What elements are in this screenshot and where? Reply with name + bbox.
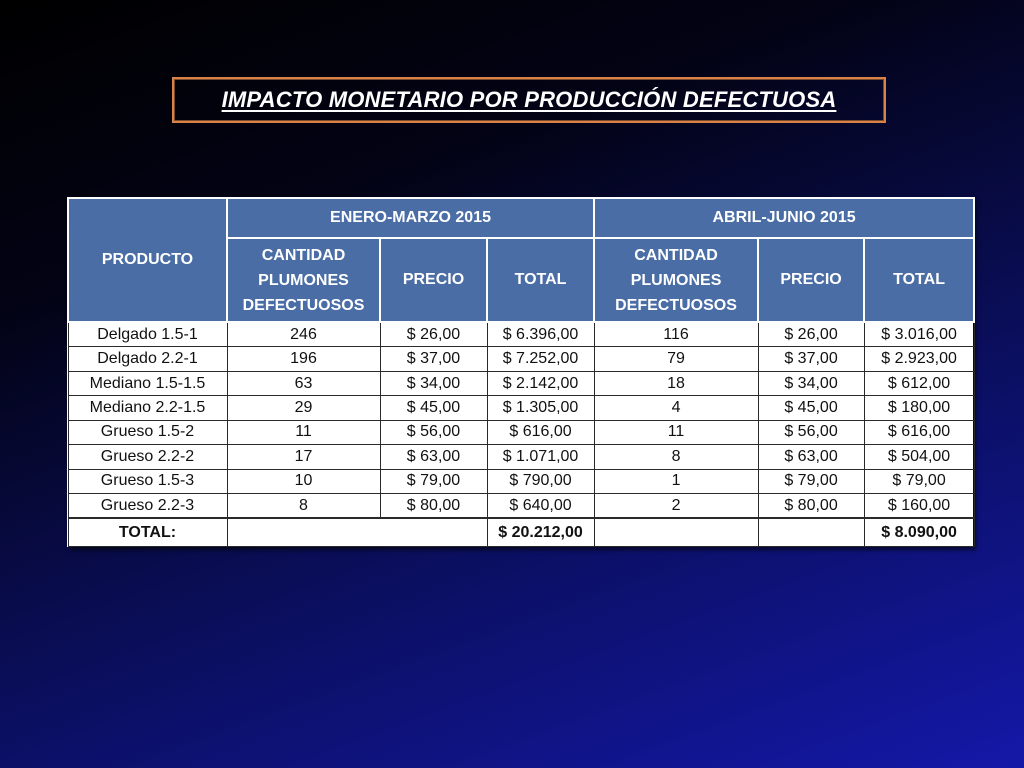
table-row: Grueso 2.2-3 8 $ 80,00 $ 640,00 2 $ 80,0… [67,492,975,519]
cell-q2-total: $ 504,00 [863,444,975,470]
totals-q1-empty [226,517,488,548]
header-producto: PRODUCTO [67,197,228,323]
cell-q1-total: $ 6.396,00 [486,321,595,348]
cell-q2-price: $ 80,00 [757,492,865,519]
cell-q1-total: $ 790,00 [486,468,595,494]
cell-q2-total: $ 180,00 [863,395,975,421]
cell-product: Delgado 2.2-1 [67,346,228,372]
header-q1-quantity-line3: DEFECTUOSOS [242,296,365,314]
cell-q1-qty: 10 [226,468,381,494]
cell-product: Grueso 1.5-2 [67,419,228,446]
cell-q1-qty: 11 [226,419,381,446]
cell-product: Grueso 1.5-3 [67,468,228,494]
cell-product: Delgado 1.5-1 [67,321,228,348]
table-row: Mediano 2.2-1.5 29 $ 45,00 $ 1.305,00 4 … [67,395,975,421]
cell-q2-price: $ 79,00 [757,468,865,494]
cell-q1-qty: 246 [226,321,381,348]
cell-q2-price: $ 37,00 [757,346,865,372]
cell-q2-total: $ 2.923,00 [863,346,975,372]
totals-q2-value: $ 8.090,00 [863,517,975,548]
cell-q2-price: $ 34,00 [757,370,865,397]
cell-q2-price: $ 63,00 [757,444,865,470]
cell-q1-qty: 63 [226,370,381,397]
cell-q1-total: $ 1.305,00 [486,395,595,421]
totals-q1-value: $ 20.212,00 [486,517,595,548]
cell-q1-qty: 17 [226,444,381,470]
table-row: Delgado 1.5-1 246 $ 26,00 $ 6.396,00 116… [67,321,975,348]
header-q1-quantity: CANTIDAD PLUMONES DEFECTUOSOS [226,237,381,323]
title-box: IMPACTO MONETARIO POR PRODUCCIÓN DEFECTU… [172,77,886,123]
cell-q2-qty: 8 [593,444,759,470]
cell-q1-qty: 8 [226,492,381,519]
cell-q1-price: $ 34,00 [379,370,488,397]
cell-q1-total: $ 7.252,00 [486,346,595,372]
defect-cost-table: PRODUCTO ENERO-MARZO 2015 ABRIL-JUNIO 20… [67,197,976,548]
totals-row: TOTAL: $ 20.212,00 $ 8.090,00 [67,517,975,548]
cell-q1-price: $ 45,00 [379,395,488,421]
header-q2-total: TOTAL [863,237,976,323]
totals-q2-empty-price [757,517,865,548]
data-table-container: PRODUCTO ENERO-MARZO 2015 ABRIL-JUNIO 20… [67,197,976,548]
cell-q1-price: $ 80,00 [379,492,488,519]
cell-q1-total: $ 616,00 [486,419,595,446]
cell-q1-total: $ 1.071,00 [486,444,595,470]
table-row: Grueso 2.2-2 17 $ 63,00 $ 1.071,00 8 $ 6… [67,444,975,470]
table-row: Grueso 1.5-3 10 $ 79,00 $ 790,00 1 $ 79,… [67,468,975,494]
cell-q2-qty: 4 [593,395,759,421]
cell-product: Grueso 2.2-2 [67,444,228,470]
cell-q2-total: $ 612,00 [863,370,975,397]
cell-q2-price: $ 45,00 [757,395,865,421]
cell-q2-total: $ 160,00 [863,492,975,519]
cell-q2-qty: 79 [593,346,759,372]
header-q1-price: PRECIO [379,237,488,323]
header-q2-price: PRECIO [757,237,866,323]
cell-q2-total: $ 3.016,00 [863,321,975,348]
table-row: Delgado 2.2-1 196 $ 37,00 $ 7.252,00 79 … [67,346,975,372]
cell-q2-total: $ 616,00 [863,419,975,446]
cell-q1-price: $ 37,00 [379,346,488,372]
cell-q2-qty: 11 [593,419,759,446]
header-group-abril-junio: ABRIL-JUNIO 2015 [593,197,976,239]
slide-title: IMPACTO MONETARIO POR PRODUCCIÓN DEFECTU… [221,87,837,112]
header-q2-quantity-line1: CANTIDAD [634,246,718,264]
cell-q1-total: $ 640,00 [486,492,595,519]
cell-q2-total: $ 79,00 [863,468,975,494]
cell-q1-total: $ 2.142,00 [486,370,595,397]
cell-q1-qty: 29 [226,395,381,421]
cell-product: Grueso 2.2-3 [67,492,228,519]
cell-q2-qty: 18 [593,370,759,397]
cell-q1-price: $ 26,00 [379,321,488,348]
table-row: Grueso 1.5-2 11 $ 56,00 $ 616,00 11 $ 56… [67,419,975,446]
table-row: Mediano 1.5-1.5 63 $ 34,00 $ 2.142,00 18… [67,370,975,397]
cell-q1-price: $ 63,00 [379,444,488,470]
cell-q2-price: $ 26,00 [757,321,865,348]
header-q2-quantity: CANTIDAD PLUMONES DEFECTUOSOS [593,237,760,323]
totals-q2-empty-qty [593,517,759,548]
header-group-enero-marzo: ENERO-MARZO 2015 [225,197,596,239]
cell-product: Mediano 2.2-1.5 [67,395,228,421]
header-q2-quantity-line3: DEFECTUOSOS [615,296,737,314]
header-q2-quantity-line2: PLUMONES [630,271,722,289]
cell-q2-qty: 2 [593,492,759,519]
cell-q1-price: $ 56,00 [379,419,488,446]
header-q1-quantity-line1: CANTIDAD [261,246,346,264]
header-group-row: PRODUCTO ENERO-MARZO 2015 ABRIL-JUNIO 20… [67,197,976,323]
cell-q2-qty: 1 [593,468,759,494]
totals-label: TOTAL: [67,517,228,548]
cell-q1-price: $ 79,00 [379,468,488,494]
cell-q2-price: $ 56,00 [757,419,865,446]
header-sub-row: CANTIDAD PLUMONES DEFECTUOSOS PRECIO TOT… [68,237,976,323]
cell-q2-qty: 116 [593,321,759,348]
header-q1-quantity-line2: PLUMONES [258,271,349,289]
cell-q1-qty: 196 [226,346,381,372]
cell-product: Mediano 1.5-1.5 [67,370,228,397]
header-q1-total: TOTAL [485,237,596,323]
